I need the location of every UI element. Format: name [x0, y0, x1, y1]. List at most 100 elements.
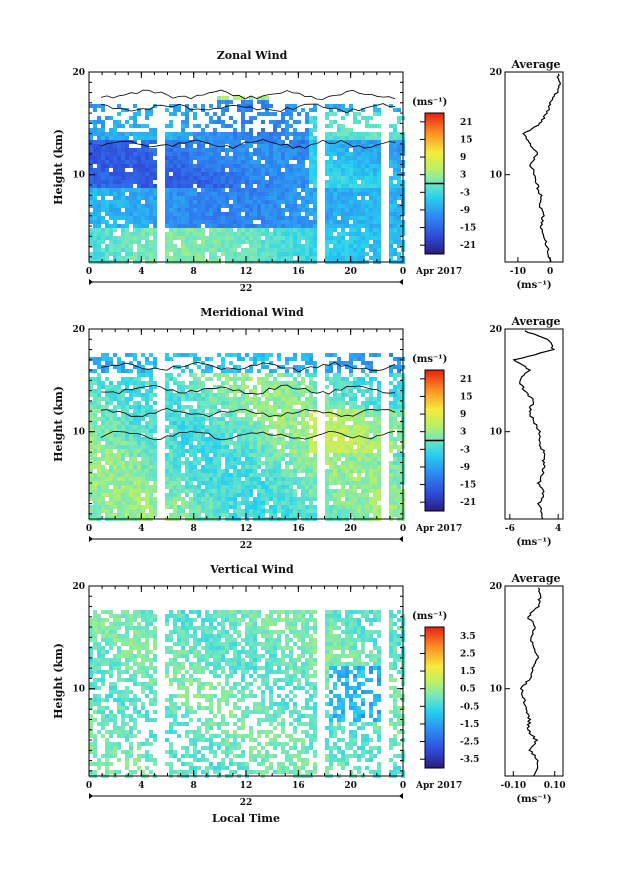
heatmap-cell [345, 429, 349, 433]
heatmap-cell [273, 445, 277, 449]
heatmap-cell [137, 493, 141, 497]
profile-frame [504, 71, 564, 263]
heatmap-cell [105, 208, 109, 212]
heatmap-cell [349, 132, 353, 136]
heatmap-cell [173, 132, 177, 136]
heatmap-cell [217, 216, 221, 220]
heatmap-cell [197, 192, 201, 196]
heatmap-cell [313, 192, 317, 196]
heatmap-cell [169, 164, 173, 168]
heatmap-cell [265, 405, 269, 409]
heatmap-cell [361, 216, 365, 220]
heatmap-cell [205, 425, 209, 429]
heatmap-cell [341, 489, 345, 493]
heatmap-cell [193, 353, 197, 357]
heatmap-cell [245, 417, 249, 421]
heatmap-cell [129, 256, 133, 260]
heatmap-cell [229, 160, 233, 164]
heatmap-cell [325, 433, 329, 437]
heatmap-cell [177, 188, 181, 192]
heatmap-cell [249, 176, 253, 180]
heatmap-cell [177, 148, 181, 152]
heatmap-cell [269, 373, 273, 377]
heatmap-cell [169, 240, 173, 244]
heatmap-cell [301, 445, 305, 449]
heatmap-cell [197, 493, 201, 497]
heatmap-cell [169, 228, 173, 232]
heatmap-cell [129, 369, 133, 373]
heatmap-cell [173, 425, 177, 429]
heatmap-cell [225, 425, 229, 429]
heatmap-cell [209, 397, 213, 401]
heatmap-cell [257, 132, 261, 136]
heatmap-cell [257, 501, 261, 505]
heatmap-cell [189, 176, 193, 180]
heatmap-cell [113, 220, 117, 224]
heatmap-cell [133, 132, 137, 136]
heatmap-cell [193, 236, 197, 240]
heatmap-cell [173, 112, 177, 116]
heatmap-cell [169, 393, 173, 397]
heatmap-cell [201, 469, 205, 473]
heatmap-cell [109, 152, 113, 156]
heatmap-cell [225, 232, 229, 236]
heatmap-cell [165, 457, 169, 461]
heatmap-cell [105, 212, 109, 216]
heatmap-cell [293, 148, 297, 152]
heatmap-cell [209, 393, 213, 397]
heatmap-cell [213, 393, 217, 397]
heatmap-cell [201, 489, 205, 493]
heatmap-cell [261, 228, 265, 232]
heatmap-cell [225, 373, 229, 377]
heatmap-cell [285, 441, 289, 445]
heatmap-cell [397, 188, 401, 192]
heatmap-cell [141, 208, 145, 212]
heatmap-cell [237, 224, 241, 228]
heatmap-cell [269, 369, 273, 373]
heatmap-cell [245, 445, 249, 449]
heatmap-cell [145, 449, 149, 453]
heatmap-cell [237, 144, 241, 148]
heatmap-cell [313, 120, 317, 124]
heatmap-cell [237, 192, 241, 196]
heatmap-cell [193, 248, 197, 252]
heatmap-cell [209, 232, 213, 236]
heatmap-cell [313, 172, 317, 176]
heatmap-cell [229, 501, 233, 505]
heatmap-cell [357, 168, 361, 172]
heatmap-cell [325, 236, 329, 240]
heatmap-cell [181, 473, 185, 477]
heatmap-cell [289, 224, 293, 228]
heatmap-cell [325, 425, 329, 429]
heatmap-cell [285, 180, 289, 184]
heatmap-cell [245, 220, 249, 224]
heatmap-cell [105, 477, 109, 481]
heatmap-cell [197, 204, 201, 208]
heatmap-cell [361, 108, 365, 112]
heatmap-cell [313, 401, 317, 405]
heatmap-cell [277, 501, 281, 505]
heatmap-cell [201, 164, 205, 168]
heatmap-cell [269, 204, 273, 208]
heatmap-cell [105, 413, 109, 417]
heatmap-cell [125, 252, 129, 256]
heatmap-cell [149, 485, 153, 489]
heatmap-cell [181, 196, 185, 200]
heatmap-cell [253, 208, 257, 212]
heatmap-cell [349, 465, 353, 469]
heatmap-cell [153, 140, 157, 144]
heatmap-cell [341, 393, 345, 397]
heatmap-cell [289, 413, 293, 417]
heatmap-cell [305, 148, 309, 152]
heatmap-cell [173, 156, 177, 160]
heatmap-cell [365, 152, 369, 156]
heatmap-cell [373, 216, 377, 220]
heatmap-cell [265, 96, 269, 100]
heatmap-cell [389, 136, 393, 140]
heatmap-cell [297, 244, 301, 248]
heatmap-cell [393, 232, 397, 236]
heatmap-cell [213, 477, 217, 481]
heatmap-cell [241, 449, 245, 453]
heatmap-cell [141, 228, 145, 232]
heatmap-cell [173, 441, 177, 445]
